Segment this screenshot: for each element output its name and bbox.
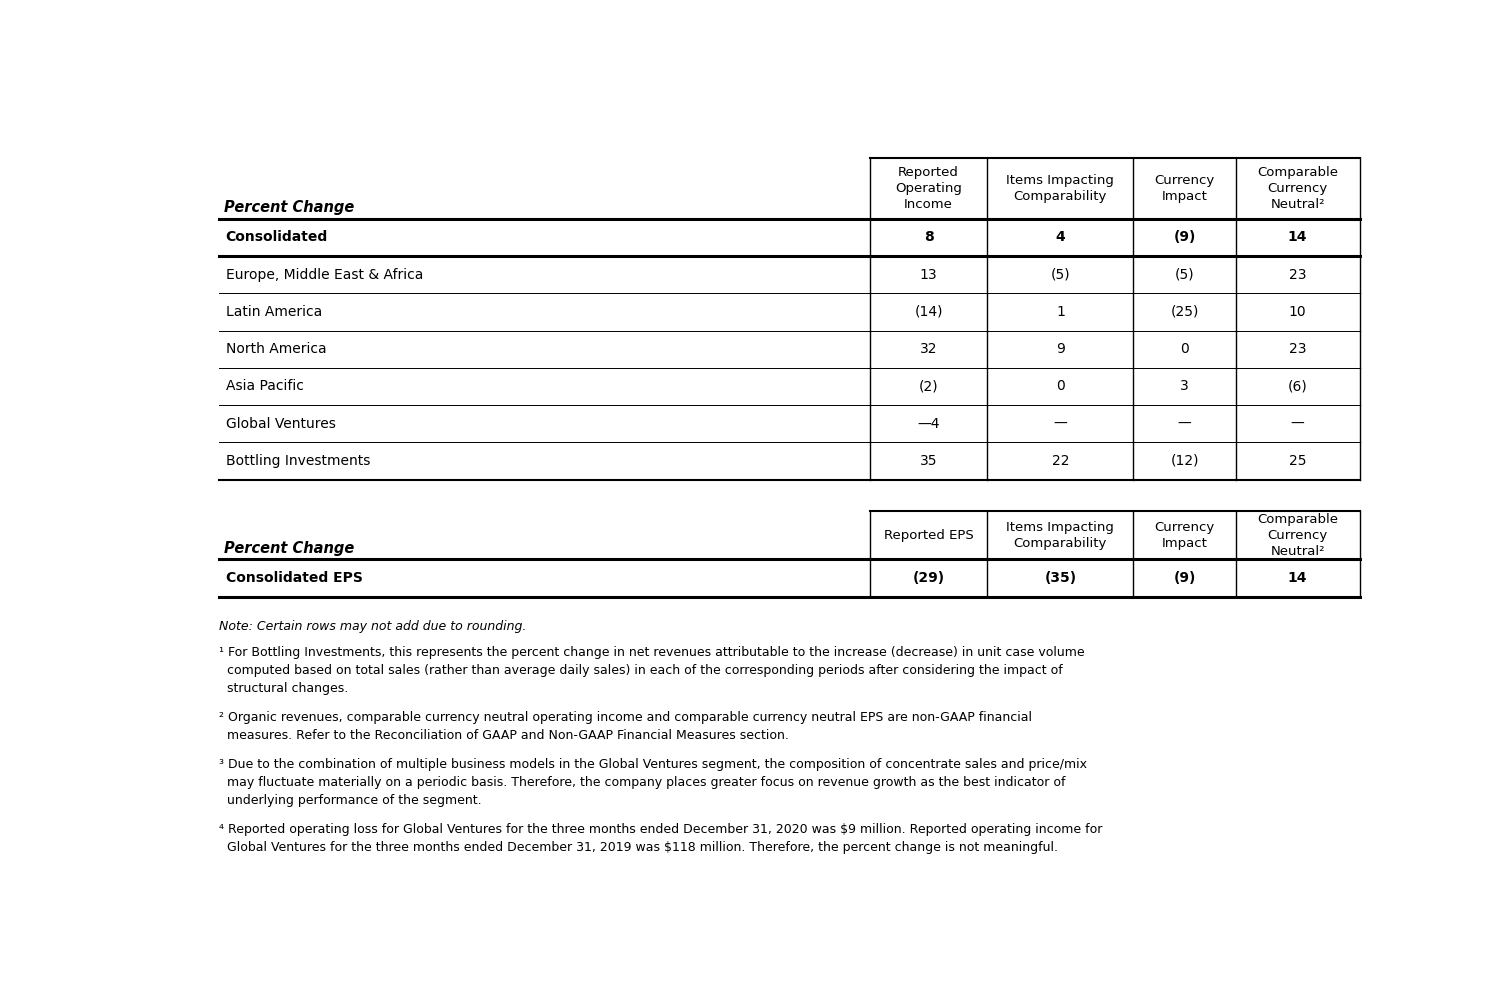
Text: (14): (14) — [914, 304, 942, 319]
Text: —: — — [1291, 416, 1305, 430]
Text: (25): (25) — [1170, 304, 1198, 319]
Text: (35): (35) — [1044, 572, 1077, 585]
Text: 23: 23 — [1288, 342, 1306, 356]
Text: 1: 1 — [1056, 304, 1065, 319]
Text: ¹ For Bottling Investments, this represents the percent change in net revenues a: ¹ For Bottling Investments, this represe… — [219, 646, 1085, 695]
Text: 0: 0 — [1180, 342, 1189, 356]
Text: Comparable
Currency
Neutral²: Comparable Currency Neutral² — [1257, 512, 1338, 557]
Text: ⁴ Reported operating loss for Global Ventures for the three months ended Decembe: ⁴ Reported operating loss for Global Ven… — [219, 824, 1103, 854]
Text: Items Impacting
Comparability: Items Impacting Comparability — [1007, 520, 1115, 549]
Text: 14: 14 — [1288, 231, 1308, 244]
Text: ² Organic revenues, comparable currency neutral operating income and comparable : ² Organic revenues, comparable currency … — [219, 711, 1032, 742]
Text: (5): (5) — [1050, 268, 1070, 281]
Text: Bottling Investments: Bottling Investments — [226, 454, 370, 468]
Text: 35: 35 — [920, 454, 938, 468]
Text: Percent Change: Percent Change — [225, 200, 355, 215]
Text: (12): (12) — [1170, 454, 1198, 468]
Text: 22: 22 — [1052, 454, 1070, 468]
Text: North America: North America — [226, 342, 327, 356]
Text: ³ Due to the combination of multiple business models in the Global Ventures segm: ³ Due to the combination of multiple bus… — [219, 758, 1086, 807]
Text: 14: 14 — [1288, 572, 1308, 585]
Text: (9): (9) — [1173, 231, 1195, 244]
Text: 4: 4 — [1056, 231, 1065, 244]
Text: Consolidated EPS: Consolidated EPS — [226, 572, 363, 585]
Text: (2): (2) — [918, 379, 938, 393]
Text: Comparable
Currency
Neutral²: Comparable Currency Neutral² — [1257, 166, 1338, 211]
Text: (29): (29) — [912, 572, 945, 585]
Text: Note: Certain rows may not add due to rounding.: Note: Certain rows may not add due to ro… — [219, 620, 526, 633]
Text: Reported
Operating
Income: Reported Operating Income — [896, 166, 962, 211]
Text: 9: 9 — [1056, 342, 1065, 356]
Text: Items Impacting
Comparability: Items Impacting Comparability — [1007, 174, 1115, 203]
Text: Reported EPS: Reported EPS — [884, 528, 974, 541]
Text: Latin America: Latin America — [226, 304, 322, 319]
Text: (5): (5) — [1174, 268, 1194, 281]
Text: Europe, Middle East & Africa: Europe, Middle East & Africa — [226, 268, 422, 281]
Text: 13: 13 — [920, 268, 938, 281]
Text: 25: 25 — [1288, 454, 1306, 468]
Text: Global Ventures: Global Ventures — [226, 416, 336, 430]
Text: 23: 23 — [1288, 268, 1306, 281]
Text: 8: 8 — [924, 231, 933, 244]
Text: (6): (6) — [1288, 379, 1308, 393]
Text: 10: 10 — [1288, 304, 1306, 319]
Text: 3: 3 — [1180, 379, 1189, 393]
Text: 32: 32 — [920, 342, 938, 356]
Text: Percent Change: Percent Change — [225, 540, 355, 555]
Text: —4: —4 — [917, 416, 939, 430]
Text: Currency
Impact: Currency Impact — [1155, 174, 1215, 203]
Text: Asia Pacific: Asia Pacific — [226, 379, 304, 393]
Text: 0: 0 — [1056, 379, 1065, 393]
Text: —: — — [1053, 416, 1067, 430]
Text: Currency
Impact: Currency Impact — [1155, 520, 1215, 549]
Text: (9): (9) — [1173, 572, 1195, 585]
Text: Consolidated: Consolidated — [226, 231, 328, 244]
Text: —: — — [1177, 416, 1191, 430]
